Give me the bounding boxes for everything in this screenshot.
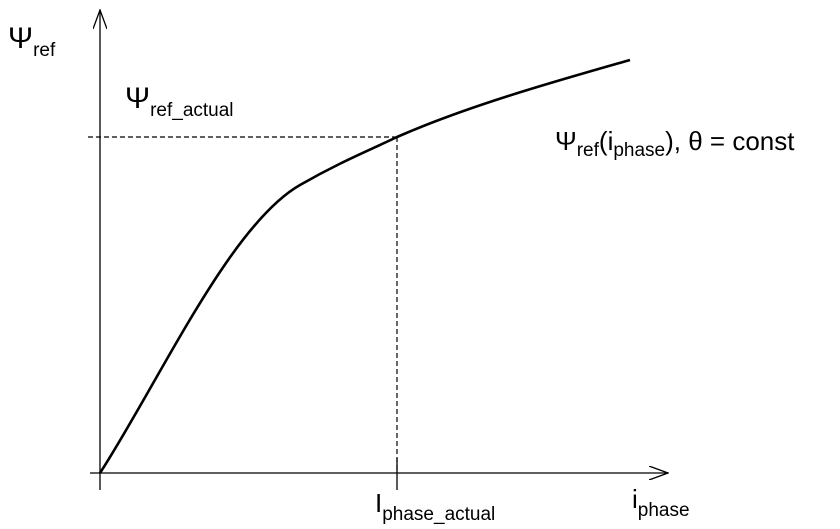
text: (i — [599, 126, 613, 156]
symbol: Ψ — [555, 126, 577, 156]
y-axis-label: Ψref — [8, 22, 56, 61]
subscript: phase — [638, 500, 690, 521]
text: ), θ = const — [665, 126, 795, 156]
x-axis-label: iphase — [632, 484, 690, 521]
magnetization-curve — [98, 58, 631, 474]
symbol: Ψ — [8, 22, 33, 55]
curve-label: Ψref(iphase), θ = const — [555, 126, 795, 161]
subscript: ref — [577, 140, 600, 161]
subscript: phase_actual — [382, 504, 495, 525]
subscript: phase — [613, 140, 665, 161]
operating-flux-label: Ψref_actual — [125, 82, 234, 121]
subscript: ref_actual — [150, 100, 233, 121]
operating-current-label: Iphase_actual — [375, 488, 495, 525]
symbol: i — [632, 484, 638, 514]
symbol: I — [375, 488, 382, 518]
subscript: ref — [33, 40, 56, 61]
symbol: Ψ — [125, 82, 150, 115]
